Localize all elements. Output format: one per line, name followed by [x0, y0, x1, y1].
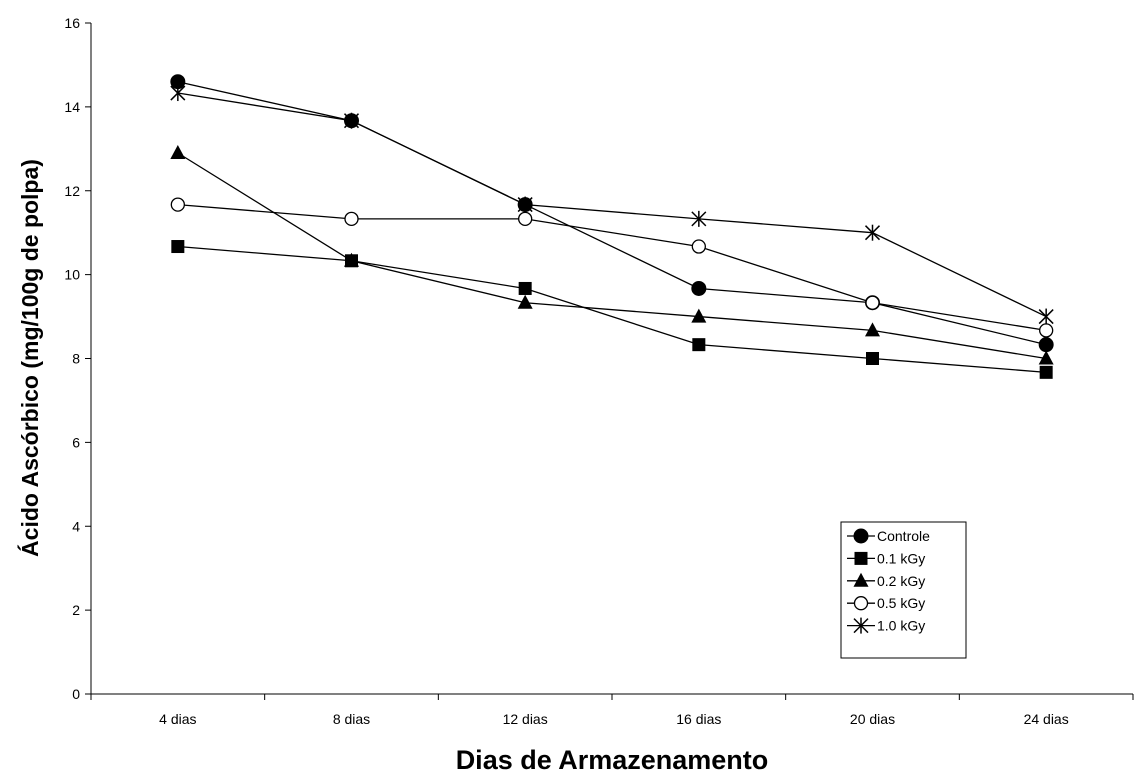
- y-tick-label: 0: [72, 686, 80, 702]
- y-tick-label: 4: [72, 518, 80, 534]
- legend-item: 0.5 kGy: [847, 595, 925, 611]
- legend-marker: [853, 528, 869, 544]
- data-point: [691, 239, 706, 254]
- legend: Controle 0.1 kGy 0.2 kGy 0.5 kGy 1.0 kGy: [840, 521, 967, 659]
- legend-marker: [853, 596, 869, 611]
- x-tick-label: 4 dias: [159, 711, 196, 727]
- legend-label: Controle: [877, 528, 930, 544]
- series-2: [170, 145, 1054, 365]
- x-tick-label: 16 dias: [676, 711, 721, 727]
- data-point: [1038, 337, 1054, 353]
- series-4: [170, 85, 1054, 325]
- data-point: [692, 338, 706, 352]
- data-point: [865, 295, 880, 310]
- data-point: [691, 280, 707, 296]
- data-point: [864, 224, 881, 241]
- legend-label: 0.1 kGy: [877, 550, 925, 566]
- data-point: [518, 211, 533, 226]
- data-point: [344, 211, 359, 226]
- y-tick-label: 14: [64, 99, 80, 115]
- data-point: [343, 112, 360, 129]
- series-line: [177, 81, 1047, 346]
- data-point: [1038, 308, 1054, 325]
- y-tick-label: 8: [72, 351, 80, 367]
- legend-item: 0.1 kGy: [847, 550, 925, 566]
- x-tick-label: 24 dias: [1024, 711, 1069, 727]
- data-point: [866, 352, 879, 365]
- legend-marker: [853, 572, 869, 587]
- x-axis-title: Dias de Armazenamento: [456, 745, 769, 774]
- legend-marker: [853, 617, 869, 634]
- data-point: [517, 294, 533, 309]
- legend-marker: [854, 551, 868, 565]
- data-point: [691, 210, 707, 227]
- data-point: [171, 240, 185, 254]
- data-point: [170, 85, 186, 102]
- data-point: [170, 145, 186, 160]
- legend-item: Controle: [847, 528, 930, 544]
- x-ticks: 4 dias 8 dias 12 dias 16 dias 20 dias 24 dias: [90, 694, 1134, 727]
- axes: [90, 23, 1133, 695]
- legend-label: 0.2 kGy: [877, 573, 925, 589]
- data-point: [1038, 350, 1054, 365]
- y-axis-title: Ácido Ascórbico (mg/100g de polpa): [16, 159, 43, 557]
- data-point: [691, 308, 707, 323]
- series-line: [177, 92, 1047, 318]
- x-tick-label: 20 dias: [850, 711, 895, 727]
- legend-box: [840, 521, 967, 659]
- legend-label: 0.5 kGy: [877, 595, 925, 611]
- data-point: [1039, 365, 1053, 379]
- series-line: [177, 203, 1047, 332]
- x-tick-label: 8 dias: [333, 711, 370, 727]
- series-layer: [170, 74, 1054, 379]
- y-tick-label: 12: [64, 183, 80, 199]
- data-point: [170, 197, 185, 212]
- data-point: [1039, 323, 1054, 338]
- y-tick-label: 6: [72, 434, 80, 450]
- series-line: [177, 245, 1047, 373]
- series-line: [177, 152, 1047, 360]
- legend-label: 1.0 kGy: [877, 618, 925, 634]
- legend-item: 0.2 kGy: [847, 572, 925, 589]
- y-tick-label: 16: [64, 15, 80, 31]
- legend-item: 1.0 kGy: [847, 617, 925, 634]
- x-tick-label: 12 dias: [503, 711, 548, 727]
- data-point: [518, 281, 532, 295]
- y-tick-label: 2: [72, 602, 80, 618]
- y-tick-label: 10: [64, 267, 80, 283]
- y-ticks: 0 2 4 6 8 10 12 14 16: [64, 15, 91, 702]
- data-point: [344, 252, 359, 267]
- series-3: [170, 197, 1054, 338]
- data-point: [865, 322, 880, 337]
- data-point: [517, 196, 533, 213]
